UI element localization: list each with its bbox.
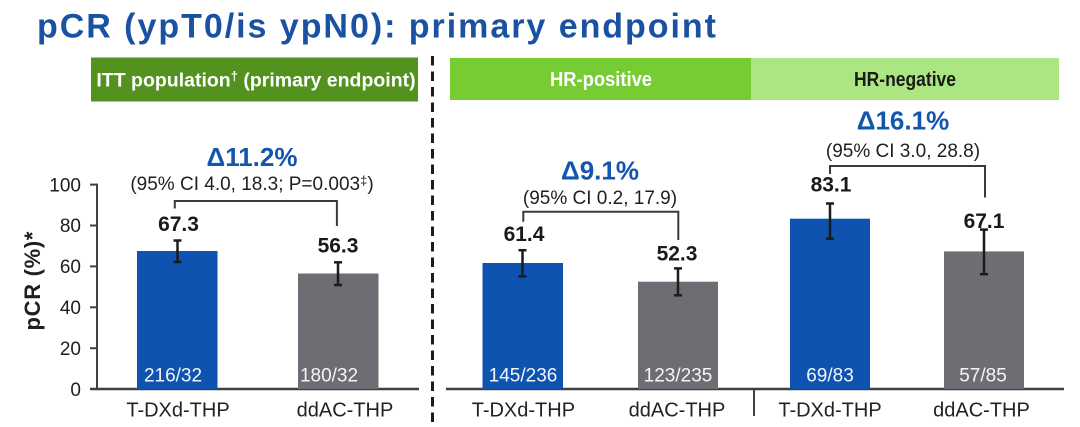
svg-text:80: 80: [60, 216, 81, 237]
svg-text:83.1: 83.1: [811, 174, 852, 197]
svg-text:61.4: 61.4: [504, 223, 545, 246]
svg-text:60: 60: [60, 257, 81, 278]
svg-text:145/236: 145/236: [489, 366, 558, 387]
svg-text:T-DXd-THP: T-DXd-THP: [472, 400, 575, 422]
svg-text:ddAC-THP: ddAC-THP: [629, 400, 726, 422]
svg-text:67.3: 67.3: [158, 213, 199, 236]
svg-text:(95% CI 4.0, 18.3; P=0.003‡): (95% CI 4.0, 18.3; P=0.003‡): [130, 173, 373, 195]
svg-text:HR-negative: HR-negative: [854, 69, 956, 91]
svg-text:ddAC-THP: ddAC-THP: [933, 400, 1030, 422]
svg-text:20: 20: [60, 339, 81, 360]
svg-text:0: 0: [70, 380, 81, 401]
svg-text:Δ11.2%: Δ11.2%: [207, 142, 298, 172]
svg-text:ITT population† (primary endpo: ITT population† (primary endpoint): [96, 69, 415, 92]
svg-text:pCR (ypT0/is ypN0): primary en: pCR (ypT0/is ypN0): primary endpoint: [37, 8, 716, 46]
svg-text:52.3: 52.3: [657, 243, 698, 266]
svg-text:HR-positive: HR-positive: [550, 69, 652, 91]
svg-text:(95% CI 3.0, 28.8): (95% CI 3.0, 28.8): [826, 141, 980, 162]
svg-text:T-DXd-THP: T-DXd-THP: [126, 400, 229, 422]
svg-text:ddAC-THP: ddAC-THP: [297, 400, 394, 422]
svg-text:T-DXd-THP: T-DXd-THP: [778, 400, 881, 422]
svg-text:pCR (%)*: pCR (%)*: [20, 231, 45, 330]
svg-text:180/32: 180/32: [300, 366, 358, 387]
svg-text:67.1: 67.1: [964, 210, 1005, 233]
svg-text:57/85: 57/85: [959, 366, 1007, 387]
svg-text:216/32: 216/32: [144, 366, 202, 387]
svg-text:100: 100: [49, 175, 81, 196]
svg-text:Δ16.1%: Δ16.1%: [857, 106, 949, 136]
svg-text:40: 40: [60, 298, 81, 319]
svg-text:69/83: 69/83: [806, 366, 854, 387]
svg-text:(95% CI 0.2, 17.9): (95% CI 0.2, 17.9): [523, 188, 677, 209]
svg-text:Δ9.1%: Δ9.1%: [561, 156, 639, 186]
svg-text:56.3: 56.3: [318, 235, 359, 258]
svg-text:123/235: 123/235: [644, 366, 713, 387]
